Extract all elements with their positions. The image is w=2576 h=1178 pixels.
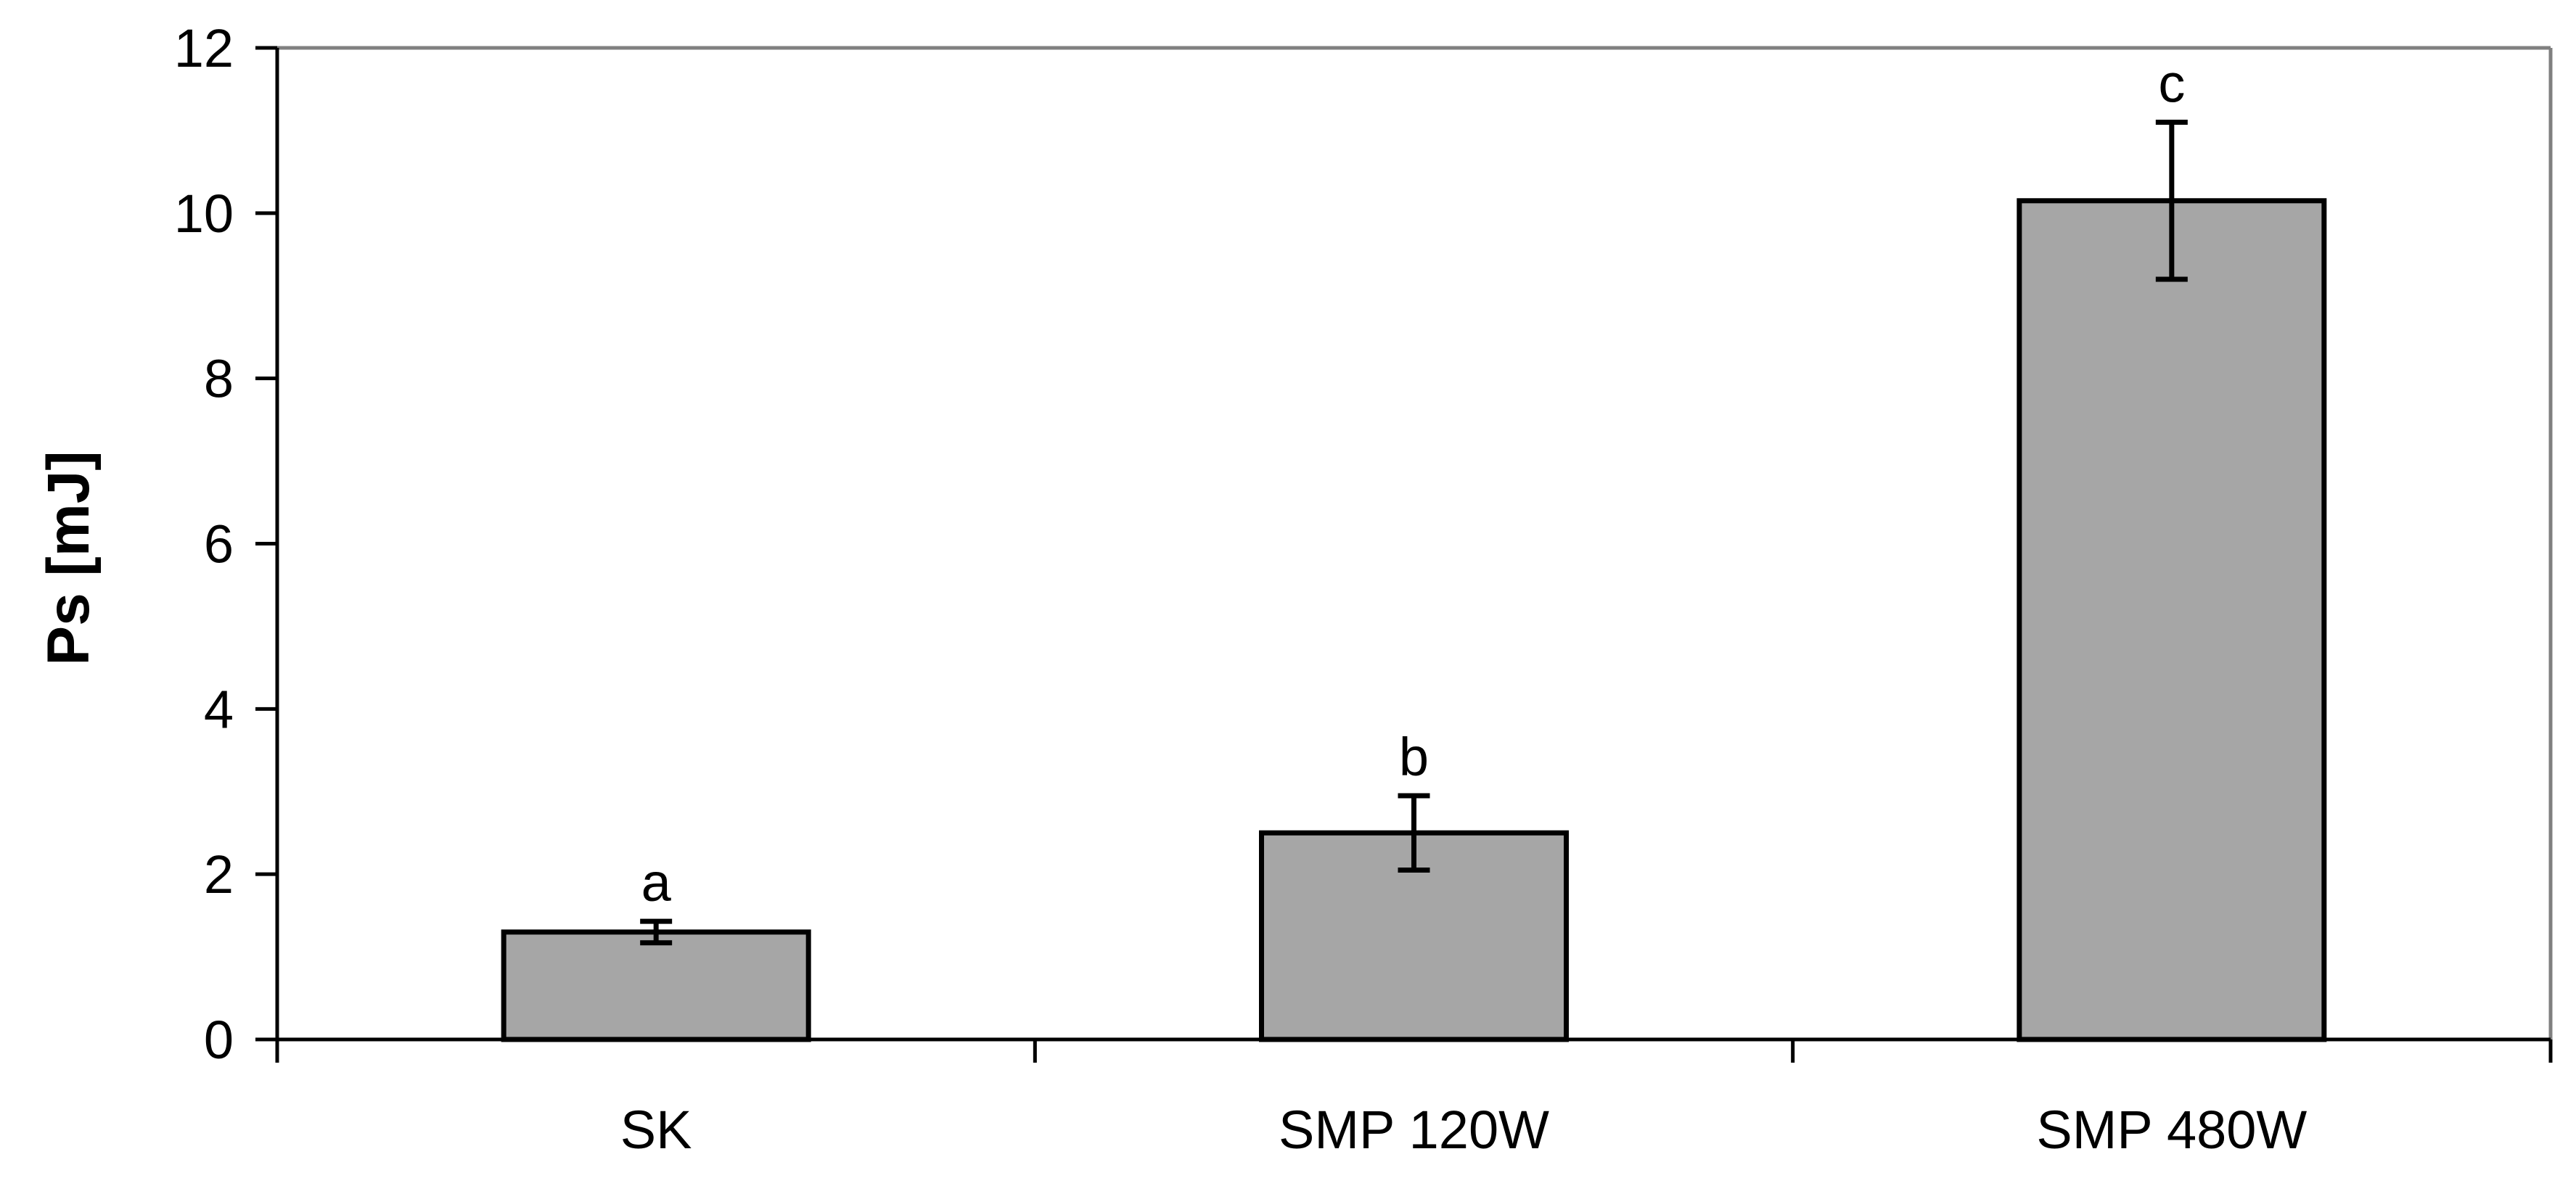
error-bar-1 — [640, 918, 673, 946]
x-tick-label-1: SK — [620, 1100, 692, 1160]
error-bar-2 — [1398, 793, 1430, 873]
x-tick-label-3: SMP 480W — [2036, 1100, 2307, 1160]
y-tick-label-2: 2 — [204, 844, 234, 905]
y-axis-label: Ps [mJ] — [36, 450, 102, 665]
y-tick-label-3: 4 — [204, 679, 234, 739]
x-tick-label-2: SMP 120W — [1279, 1100, 1549, 1160]
significance-label-1: a — [641, 852, 672, 913]
bar-3 — [2017, 198, 2327, 1042]
significance-label-2: b — [1399, 727, 1429, 787]
y-tick-label-1: 0 — [204, 1010, 234, 1070]
y-tick-label-7: 12 — [174, 18, 234, 78]
y-tick-label-5: 8 — [204, 349, 234, 409]
significance-label-3: c — [2158, 54, 2185, 114]
y-tick-label-6: 10 — [174, 184, 234, 244]
y-tick-label-4: 6 — [204, 514, 234, 574]
bar-1 — [501, 929, 811, 1042]
error-bar-3 — [2155, 120, 2188, 282]
